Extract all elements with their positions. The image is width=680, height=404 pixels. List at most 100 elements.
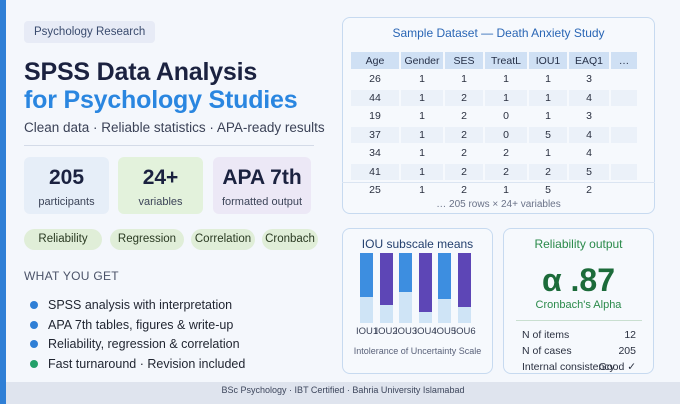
- title-line-1: SPSS Data Analysis: [24, 58, 258, 86]
- iou-bar-iou4: [418, 253, 432, 323]
- chip-correlation: Correlation: [191, 229, 255, 250]
- stat-label: variables: [138, 196, 183, 208]
- list-item-text: SPSS analysis with interpretation: [48, 298, 233, 312]
- table-cell: 37: [351, 126, 399, 143]
- column-header: Age: [351, 52, 399, 69]
- table-cell: 1: [545, 73, 551, 86]
- stat-participants: 205 participants: [24, 157, 109, 214]
- table-cell: 1: [545, 147, 551, 160]
- table-cell: 1: [419, 110, 425, 123]
- table-cell: 5: [569, 163, 609, 180]
- table-cell: 2: [529, 163, 567, 180]
- stat-variables: 24+ variables: [118, 157, 203, 214]
- table-row: 37 1 2 0 5 4: [351, 126, 637, 143]
- column-header: …: [611, 52, 637, 69]
- list-item-text: Reliability, regression & correlation: [48, 337, 240, 351]
- stat-label: participants: [38, 196, 95, 208]
- column-header: TreatL: [485, 52, 527, 69]
- table-row: 19 1 2 0 1 3: [351, 108, 637, 125]
- table-cell: 1: [419, 147, 425, 160]
- table-cell: 1: [461, 73, 467, 86]
- column-header: SES: [445, 52, 483, 69]
- table-header-row: Age Gender SES TreatL IOU1 EAQ1 …: [351, 52, 637, 69]
- table-cell: 26: [369, 73, 381, 86]
- table-cell: 1: [503, 73, 509, 86]
- iou-tick-label: IOU1: [356, 326, 379, 337]
- table-cell: 2: [445, 89, 483, 106]
- table-cell: 34: [369, 147, 381, 160]
- subtitle: Clean data · Reliable statistics · APA-r…: [24, 120, 325, 135]
- title-line-2: for Psychology Studies: [24, 86, 298, 114]
- reliability-value: 12: [624, 329, 636, 341]
- iou-tick-label: IOU3: [395, 326, 418, 337]
- stat-value: 24+: [142, 166, 179, 189]
- table-cell: 1: [545, 110, 551, 123]
- reliability-row-items: N of items 12: [522, 329, 636, 342]
- reliability-key: N of items: [522, 329, 570, 341]
- table-row: 26 1 1 1 1 3: [351, 71, 637, 88]
- table-cell: 4: [569, 126, 609, 143]
- iou-bar-fill: [360, 253, 373, 298]
- table-cell: 2: [461, 184, 467, 197]
- reliability-row-consistency: Internal consistency Good ✓: [522, 361, 636, 374]
- dataset-title: Sample Dataset — Death Anxiety Study: [392, 26, 605, 40]
- table-cell: 4: [569, 89, 609, 106]
- left-accent-bar: [0, 0, 6, 404]
- table-cell: 1: [401, 126, 443, 143]
- bullet-dot-icon: [30, 301, 38, 309]
- iou-bar-iou3: [399, 253, 412, 323]
- chip-regression: Regression: [110, 229, 184, 250]
- iou-bar-iou2: [379, 253, 393, 323]
- table-cell: 2: [461, 147, 467, 160]
- table-cell: 25: [369, 184, 381, 197]
- iou-bar-iou5: [438, 253, 451, 323]
- table-cell: 2: [445, 126, 483, 143]
- reliability-row-cases: N of cases 205: [522, 345, 636, 358]
- table-cell: 5: [529, 126, 567, 143]
- reliability-value: 205: [618, 345, 636, 357]
- chip-reliability: Reliability: [24, 229, 102, 250]
- iou-tick-label: IOU2: [375, 326, 398, 337]
- iou-bar-fill: [438, 253, 451, 300]
- iou-chart-caption: Intolerance of Uncertainty Scale: [353, 346, 482, 356]
- table-cell: 0: [485, 126, 527, 143]
- footer-bar: BSc Psychology · IBT Certified · Bahria …: [6, 382, 680, 404]
- iou-bar-fill: [418, 253, 432, 312]
- stat-value: 205: [48, 166, 85, 189]
- table-row: 44 1 2 1 1 4: [351, 89, 637, 106]
- reliability-title: Reliability output: [534, 237, 623, 251]
- column-header: IOU1: [529, 52, 567, 69]
- table-cell: [611, 163, 637, 180]
- list-item: APA 7th tables, figures & write-up: [30, 317, 233, 333]
- chip-cronbach: Cronbach: [262, 229, 318, 250]
- reliability-divider: [516, 320, 642, 321]
- table-cell: [611, 126, 637, 143]
- table-cell: [611, 145, 637, 162]
- reliability-card: [503, 228, 654, 374]
- iou-chart-title: IOU subscale means: [361, 237, 474, 251]
- bullet-dot-icon: [30, 321, 38, 329]
- table-cell: 3: [586, 110, 592, 123]
- divider: [24, 145, 314, 146]
- table-cell: 2: [485, 163, 527, 180]
- bullet-dot-icon: [30, 360, 38, 368]
- iou-tick-label: IOU6: [453, 326, 476, 337]
- reliability-key: N of cases: [522, 345, 572, 357]
- table-cell: 44: [351, 89, 399, 106]
- list-item-text: APA 7th tables, figures & write-up: [48, 318, 234, 332]
- reliability-key: Internal consistency: [522, 361, 615, 373]
- table-cell: 2: [445, 163, 483, 180]
- table-cell: [611, 71, 637, 88]
- table-cell: [611, 182, 637, 199]
- iou-bar-iou1: [360, 253, 373, 323]
- what-you-get-heading: WHAT YOU GET: [24, 269, 119, 283]
- table-cell: 1: [419, 184, 425, 197]
- iou-bar-fill: [457, 253, 471, 307]
- table-divider: [342, 182, 655, 183]
- table-cell: 1: [529, 89, 567, 106]
- table-row: 25 1 2 1 5 2: [351, 182, 637, 199]
- list-item: Reliability, regression & correlation: [30, 336, 240, 352]
- table-cell: 1: [485, 89, 527, 106]
- table-cell: [611, 89, 637, 106]
- category-tag: Psychology Research: [24, 21, 156, 43]
